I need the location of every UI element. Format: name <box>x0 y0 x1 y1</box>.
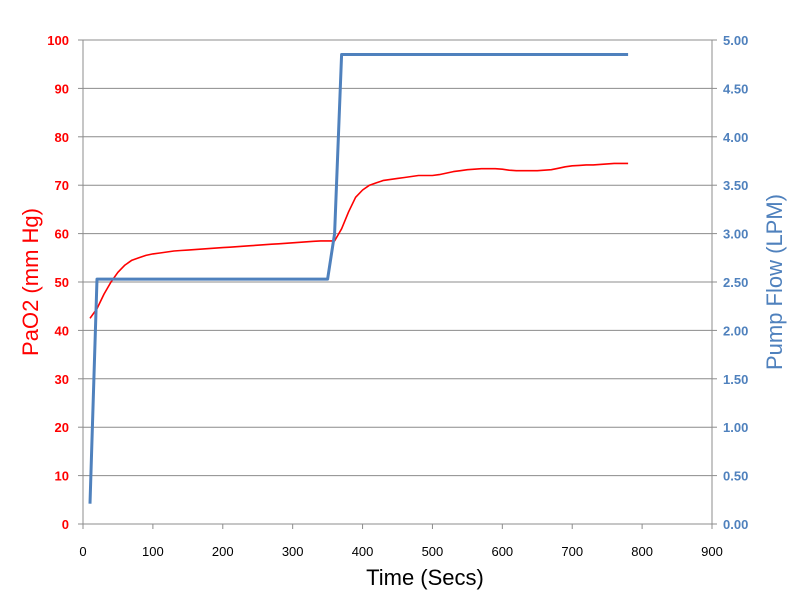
x-tick-label: 800 <box>631 544 653 559</box>
y-right-tick-label: 0.00 <box>723 517 748 532</box>
y-right-tick-label: 0.50 <box>723 469 748 484</box>
y-left-tick-label: 30 <box>55 372 69 387</box>
x-tick-label: 700 <box>561 544 583 559</box>
y-left-tick-label: 100 <box>47 33 69 48</box>
x-tick-label: 400 <box>352 544 374 559</box>
y-left-tick-label: 20 <box>55 420 69 435</box>
y-right-axis-title: Pump Flow (LPM) <box>762 194 787 370</box>
y-right-tick-label: 2.50 <box>723 275 748 290</box>
x-tick-label: 200 <box>212 544 234 559</box>
y-right-tick-label: 2.00 <box>723 323 748 338</box>
y-right-tick-label: 4.00 <box>723 130 748 145</box>
y-right-tick-label: 4.50 <box>723 81 748 96</box>
y-right-tick-label: 1.50 <box>723 372 748 387</box>
x-tick-label: 600 <box>491 544 513 559</box>
y-left-tick-label: 10 <box>55 469 69 484</box>
pump-flow-series-line <box>88 53 629 504</box>
y-left-axis-title: PaO2 (mm Hg) <box>18 208 43 356</box>
data-series <box>88 53 629 504</box>
y-left-tick-label: 80 <box>55 130 69 145</box>
y-left-tick-label: 70 <box>55 178 69 193</box>
y-left-tick-label: 0 <box>62 517 69 532</box>
x-tick-label: 0 <box>79 544 86 559</box>
y-left-tick-label: 90 <box>55 81 69 96</box>
y-left-tick-label: 60 <box>55 227 69 242</box>
gridlines <box>83 39 712 477</box>
tick-labels: 0 100 200 300 400 500 600 700 800 900 0 10 20 30 40 50 6… <box>47 33 748 559</box>
y-right-tick-label: 5.00 <box>723 33 748 48</box>
y-left-tick-label: 40 <box>55 323 69 338</box>
y-right-tick-label: 3.50 <box>723 178 748 193</box>
y-right-tick-label: 1.00 <box>723 420 748 435</box>
x-tick-label: 500 <box>422 544 444 559</box>
x-tick-label: 100 <box>142 544 164 559</box>
y-right-tick-label: 3.00 <box>723 227 748 242</box>
axes <box>78 39 717 529</box>
x-tick-label: 300 <box>282 544 304 559</box>
y-left-tick-label: 50 <box>55 275 69 290</box>
pao2-series-line <box>89 162 629 319</box>
x-tick-label: 900 <box>701 544 723 559</box>
x-axis-title: Time (Secs) <box>366 565 484 590</box>
